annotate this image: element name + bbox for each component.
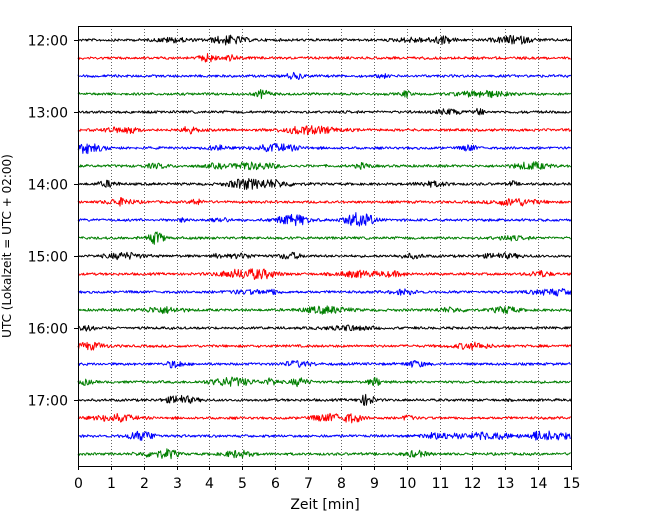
- y-tick-label-15:00: 15:00: [28, 250, 68, 266]
- trace-1500: [77, 251, 571, 261]
- trace-1330: [77, 142, 572, 155]
- x-axis-ticks: 0 1 2 3 4 5 6 7 8 9 10 11 12 13 14 15: [74, 466, 580, 492]
- x-tick-label-0: 0: [74, 476, 83, 492]
- trace-1715: [77, 412, 572, 424]
- x-tick-label-8: 8: [337, 476, 346, 492]
- trace-1645: [77, 376, 571, 388]
- trace-1315: [77, 125, 572, 136]
- trace-1530: [77, 288, 572, 297]
- trace-1615: [77, 341, 572, 351]
- x-tick-label-14: 14: [530, 476, 548, 492]
- y-tick-label-14:00: 14:00: [28, 178, 68, 194]
- trace-1300: [77, 107, 572, 116]
- trace-1215: [77, 53, 571, 63]
- trace-1415: [77, 197, 572, 207]
- y-tick-label-12:00: 12:00: [28, 34, 68, 50]
- x-tick-label-1: 1: [107, 476, 116, 492]
- x-tick-label-6: 6: [271, 476, 280, 492]
- trace-1430: [77, 212, 572, 227]
- y-axis-label: UTC (Lokalzeit = UTC + 02:00): [0, 154, 14, 338]
- trace-1245: [77, 89, 572, 100]
- x-tick-label-9: 9: [370, 476, 379, 492]
- trace-1515: [77, 268, 572, 280]
- trace-1600: [77, 324, 572, 332]
- trace-1730: [77, 430, 571, 441]
- trace-1200: [77, 34, 572, 46]
- trace-1545: [77, 305, 572, 315]
- trace-1400: [77, 178, 572, 190]
- y-tick-label-13:00: 13:00: [28, 106, 68, 122]
- x-tick-label-12: 12: [464, 476, 482, 492]
- trace-1700: [77, 393, 572, 406]
- x-tick-label-5: 5: [238, 476, 247, 492]
- y-tick-label-17:00: 17:00: [28, 394, 68, 410]
- trace-1345: [77, 161, 572, 171]
- x-tick-label-13: 13: [497, 476, 515, 492]
- x-tick-label-7: 7: [304, 476, 313, 492]
- trace-1745: [77, 448, 571, 460]
- x-tick-label-2: 2: [140, 476, 149, 492]
- trace-1230: [77, 71, 572, 80]
- plot-frame: [78, 26, 572, 467]
- x-tick-label-15: 15: [563, 476, 581, 492]
- grid-lines: [111, 26, 539, 466]
- trace-1445: [77, 231, 572, 245]
- x-tick-label-10: 10: [399, 476, 417, 492]
- x-axis-label: Zeit [min]: [290, 497, 359, 513]
- x-tick-label-11: 11: [432, 476, 450, 492]
- y-tick-label-16:00: 16:00: [28, 322, 68, 338]
- seismic-traces: [77, 34, 572, 460]
- x-tick-label-3: 3: [173, 476, 182, 492]
- trace-1630: [77, 360, 571, 369]
- y-axis-ticks: 12:00 13:00 14:00 15:00 16:00 17:00: [28, 34, 78, 410]
- x-tick-label-4: 4: [205, 476, 214, 492]
